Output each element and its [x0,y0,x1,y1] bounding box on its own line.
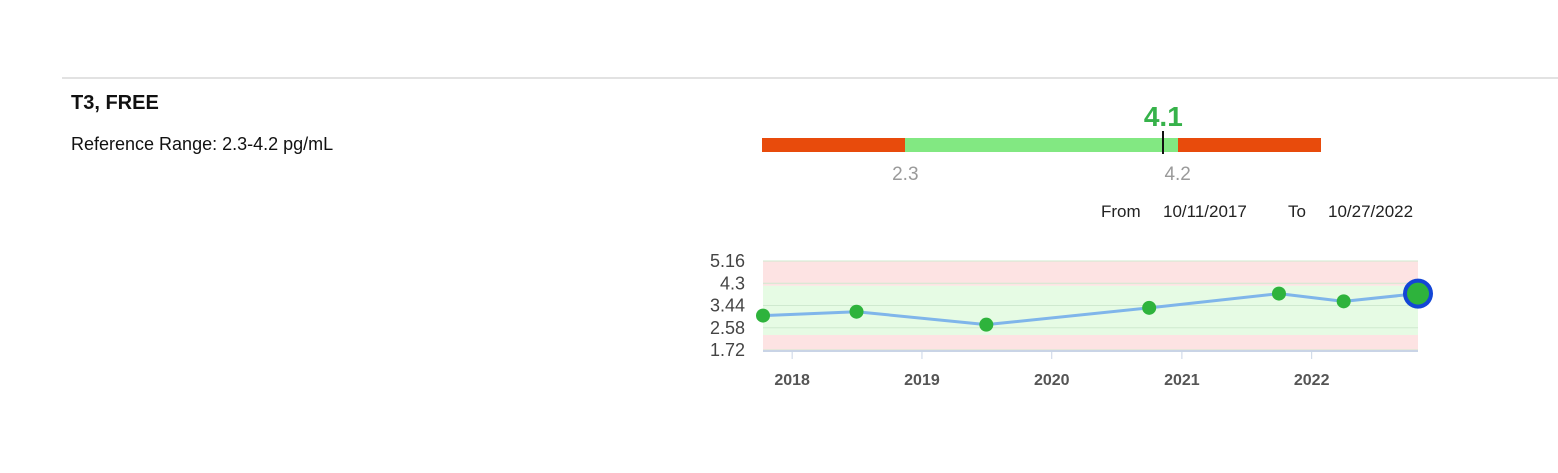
x-tick-label: 2021 [1164,372,1200,389]
normal-range-band [763,285,1418,335]
reference-range-text: Reference Range: 2.3-4.2 pg/mL [71,134,334,154]
date-from-value: 10/11/2017 [1163,202,1247,221]
range-low-label: 2.3 [892,164,919,185]
range-bar-normal-segment [905,138,1178,152]
x-tick-label: 2020 [1034,372,1070,389]
data-point [1142,300,1157,315]
date-to-label: To [1288,202,1306,221]
data-point [849,304,864,319]
x-tick-label: 2019 [904,372,940,389]
range-bar-high-segment [1177,138,1321,152]
y-tick-label: 5.16 [710,251,745,271]
range-bar-low-segment [762,138,906,152]
data-point [1336,294,1351,309]
y-tick-label: 4.3 [720,273,745,293]
x-tick-label: 2018 [774,372,810,389]
current-value-marker [1162,131,1165,154]
y-tick-label: 2.58 [710,318,745,338]
x-tick-label: 2022 [1294,372,1330,389]
y-tick-label: 1.72 [710,340,745,360]
data-point [979,317,994,332]
y-tick-label: 3.44 [710,296,745,316]
latest-data-point [1407,282,1429,305]
section-divider [62,77,1558,79]
date-to-value: 10/27/2022 [1328,202,1414,221]
data-point [756,308,770,323]
current-value: 4.1 [1143,101,1183,132]
high-abnormal-band [763,261,1418,286]
reference-range-bar [762,138,1321,152]
data-point [1271,286,1286,301]
test-title: T3, FREE [71,92,159,114]
range-high-label: 4.2 [1164,164,1191,185]
low-abnormal-band [763,334,1418,350]
date-from-label: From [1101,202,1141,221]
